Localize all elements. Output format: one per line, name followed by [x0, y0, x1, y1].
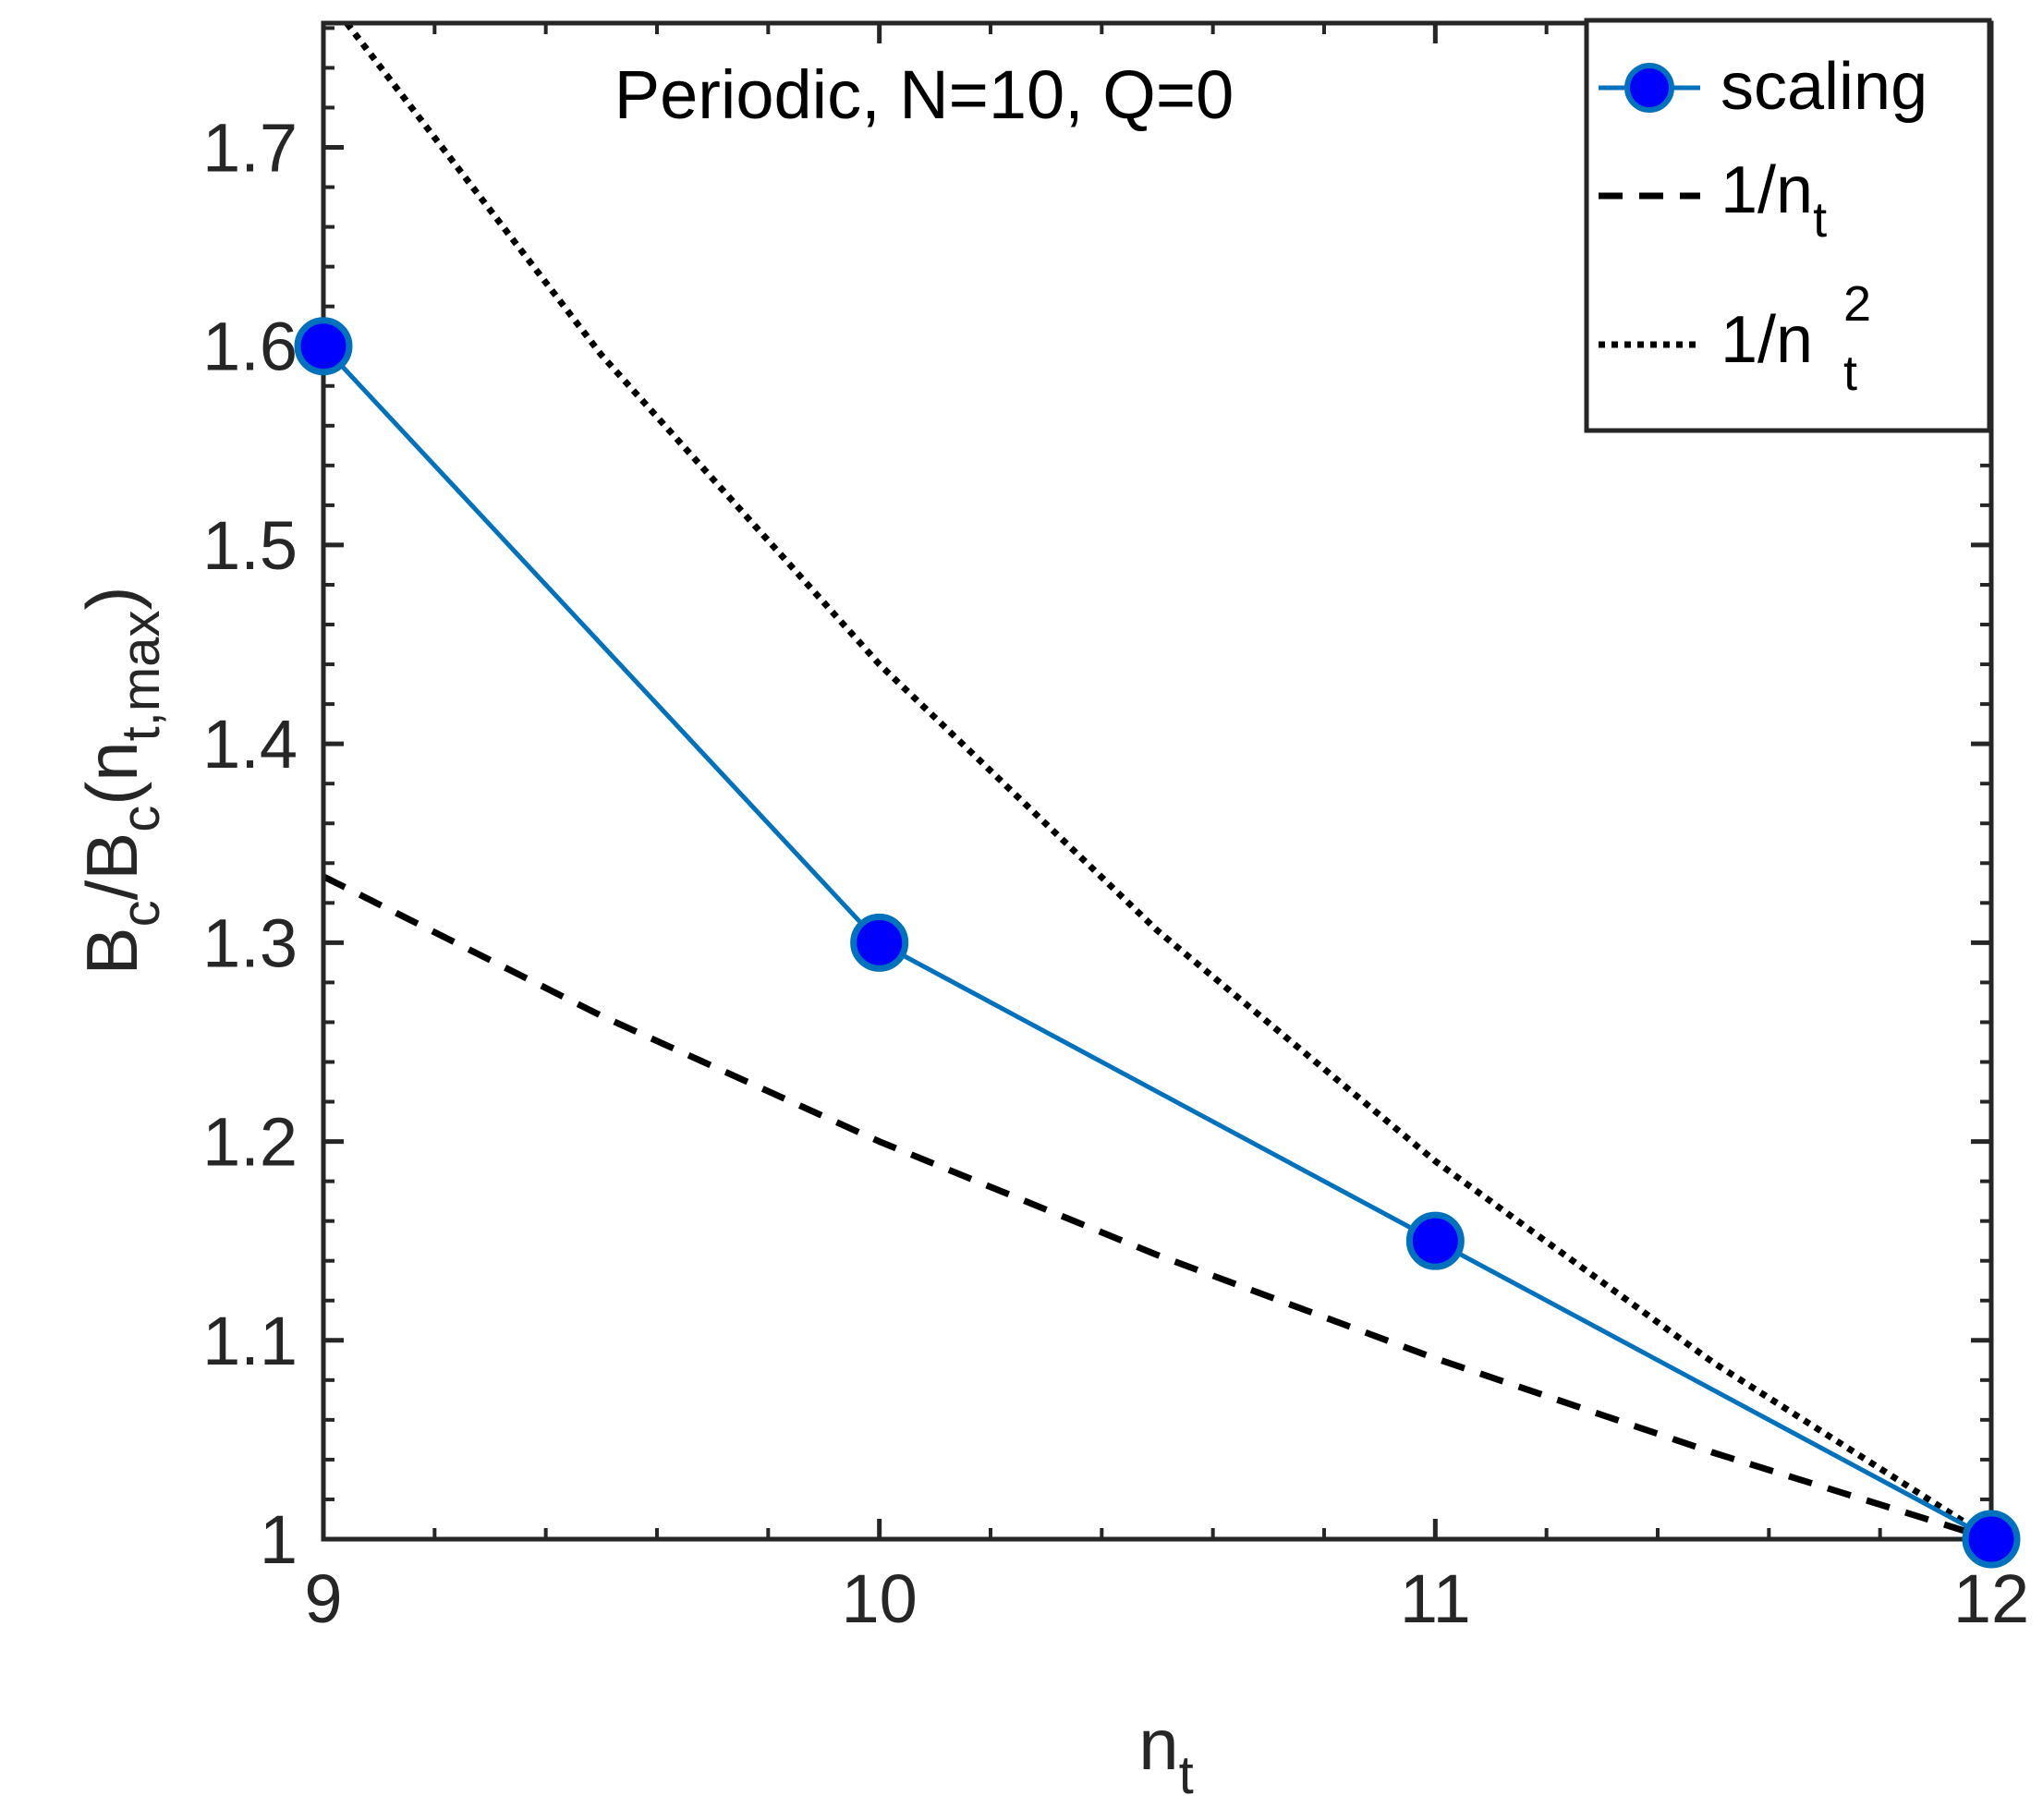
y-axis-label: Bc/Bc(nt,max): [71, 587, 171, 976]
y-axis-label-b1: B: [71, 927, 152, 975]
legend: scaling 1/nt 1/n 2 t: [1584, 18, 1992, 433]
y-tick-label: 1.3: [202, 904, 298, 981]
y-tick-label: 1.7: [202, 110, 298, 187]
scaling-data-point: [294, 317, 353, 376]
series-layer: [323, 23, 1991, 1539]
series-inverse-nt-squared-line: [342, 23, 1991, 1539]
x-tick-label: 12: [1953, 1560, 2029, 1637]
scaling-data-point: [850, 913, 909, 972]
legend-inverse-nt-label: 1/nt: [1721, 153, 1827, 248]
x-axis-label-sub: t: [1179, 1745, 1194, 1805]
y-tick-label: 1.6: [202, 309, 298, 385]
y-axis-label-s3: t,max: [111, 611, 171, 742]
x-tick-label: 10: [842, 1560, 918, 1637]
scaling-data-point: [1405, 1211, 1465, 1270]
legend-inverse-nt-squared-sub: t: [1843, 346, 1857, 401]
y-tick-label: 1.5: [202, 507, 298, 584]
series-scaling-line: [323, 345, 1991, 1539]
x-tick-label: 9: [304, 1560, 342, 1637]
legend-scaling-marker-sample: [1624, 63, 1674, 113]
y-tick-label: 1.4: [202, 706, 298, 783]
x-tick-label: 11: [1400, 1560, 1471, 1637]
plot-area-frame: [321, 20, 1994, 1542]
x-axis-label-base: n: [1138, 1704, 1178, 1785]
y-axis-label-close: ): [71, 587, 152, 611]
legend-scaling-label: scaling: [1721, 50, 1927, 124]
legend-inverse-nt-squared-label: 1/n 2 t: [1721, 276, 1871, 401]
y-axis-label-slash: /: [71, 880, 152, 900]
legend-inverse-nt-base: 1/n: [1721, 153, 1813, 227]
series-inverse-nt-line: [323, 873, 1991, 1539]
y-tick-label: 1: [260, 1501, 298, 1578]
scaling-data-point: [1962, 1510, 2021, 1569]
y-axis-label-b2: B: [71, 832, 152, 880]
y-axis-label-s1: c: [111, 900, 171, 927]
chart-title: Periodic, N=10, Q=0: [614, 56, 1234, 133]
scaling-markers: [294, 317, 2021, 1569]
y-axis-label-open: (n: [71, 741, 152, 805]
y-tick-label: 1.1: [202, 1303, 298, 1379]
y-axis-label-s2: c: [111, 806, 171, 832]
legend-inverse-nt-squared-base: 1/n: [1721, 303, 1813, 377]
x-axis-label: nt: [1138, 1704, 1194, 1805]
y-tick-label: 1.2: [202, 1104, 298, 1181]
legend-inverse-nt-squared-sup: 2: [1843, 276, 1871, 332]
legend-inverse-nt-sub: t: [1813, 192, 1827, 248]
